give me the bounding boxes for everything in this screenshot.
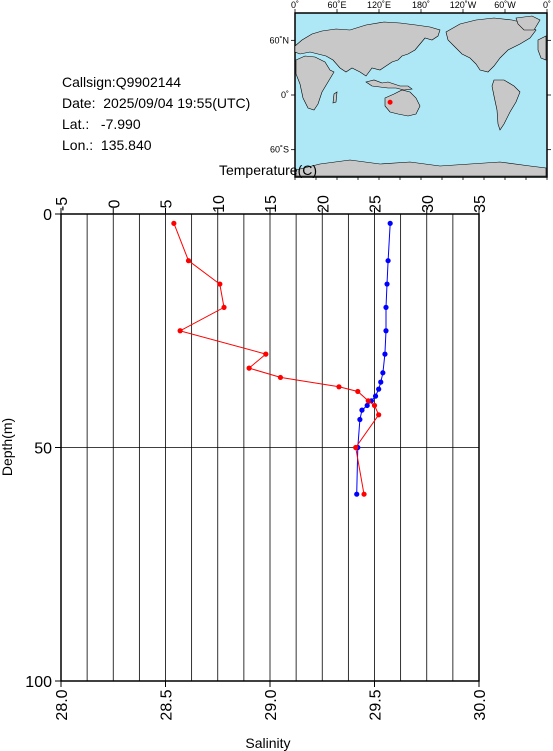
salinity-point <box>376 412 382 418</box>
salinity-point <box>353 444 359 451</box>
temperature-tick-label: 0 <box>106 199 123 208</box>
chart-grid <box>60 214 480 681</box>
station-info: Callsign:Q9902144 Date: 2025/09/04 19:55… <box>62 72 250 156</box>
depth-axis-title: Depth(m) <box>0 418 15 476</box>
temperature-point <box>382 351 388 357</box>
temperature-point <box>376 386 382 392</box>
temperature-tick-label: 30 <box>420 195 437 213</box>
temperature-point <box>384 281 390 287</box>
salinity-series <box>171 220 382 497</box>
salinity-tick-label: 28.0 <box>54 689 71 720</box>
salinity-point <box>336 384 342 390</box>
latitude-text: Lat.: -7.990 <box>62 116 141 132</box>
depth-tick-label: 100 <box>25 674 52 691</box>
temperature-tick-label: 10 <box>211 195 228 213</box>
temperature-point <box>378 379 384 385</box>
temperature-point <box>387 220 393 226</box>
salinity-point <box>185 258 192 264</box>
temperature-series <box>354 220 393 497</box>
salinity-tick-label: 28.5 <box>159 689 176 720</box>
salinity-point <box>263 351 269 357</box>
salinity-tick-label: 29.0 <box>263 689 280 720</box>
temperature-tick-label: 25 <box>368 195 385 213</box>
salinity-point <box>361 491 367 497</box>
temperature-point <box>380 370 386 376</box>
salinity-tick-label: 30.0 <box>472 689 489 720</box>
depth-tick-label: 0 <box>43 207 52 224</box>
series-layer <box>171 220 393 497</box>
date-text: Date: 2025/09/04 19:55(UTC) <box>62 95 251 111</box>
temperature-point <box>385 258 391 264</box>
longitude-text: Lon.: 135.840 <box>62 137 152 153</box>
temperature-tick-label: -5 <box>54 197 71 211</box>
depth-axis: 0 50 100 <box>25 207 61 691</box>
temperature-line <box>356 223 391 495</box>
salinity-point <box>217 281 223 287</box>
depth-tick-label: 50 <box>34 441 52 458</box>
temperature-point <box>359 407 365 413</box>
salinity-point <box>365 398 371 404</box>
salinity-point <box>355 388 361 395</box>
temperature-tick-label: 5 <box>159 199 176 208</box>
salinity-axis-title: Salinity <box>245 735 290 751</box>
temperature-point <box>383 304 389 310</box>
temperature-point <box>383 328 389 334</box>
salinity-point <box>246 365 252 371</box>
temperature-axis: -5 0 5 10 15 20 25 30 35 <box>54 195 489 214</box>
temperature-point <box>372 393 379 399</box>
temperature-axis-title: Temperature(C) <box>219 162 317 178</box>
temperature-point <box>357 416 363 423</box>
salinity-point <box>171 220 177 226</box>
salinity-tick-label: 29.5 <box>368 689 385 720</box>
salinity-point <box>177 328 183 334</box>
temperature-tick-label: 35 <box>472 195 489 213</box>
temperature-tick-label: 20 <box>315 195 332 213</box>
temperature-point <box>354 491 360 497</box>
temperature-tick-label: 15 <box>263 195 280 213</box>
salinity-point <box>371 402 378 409</box>
callsign-text: Callsign:Q9902144 <box>62 74 182 90</box>
salinity-axis: 28.0 28.5 29.0 29.5 30.0 <box>54 681 489 721</box>
salinity-point <box>221 304 227 310</box>
salinity-point <box>277 374 284 381</box>
temperature-point <box>364 402 370 409</box>
